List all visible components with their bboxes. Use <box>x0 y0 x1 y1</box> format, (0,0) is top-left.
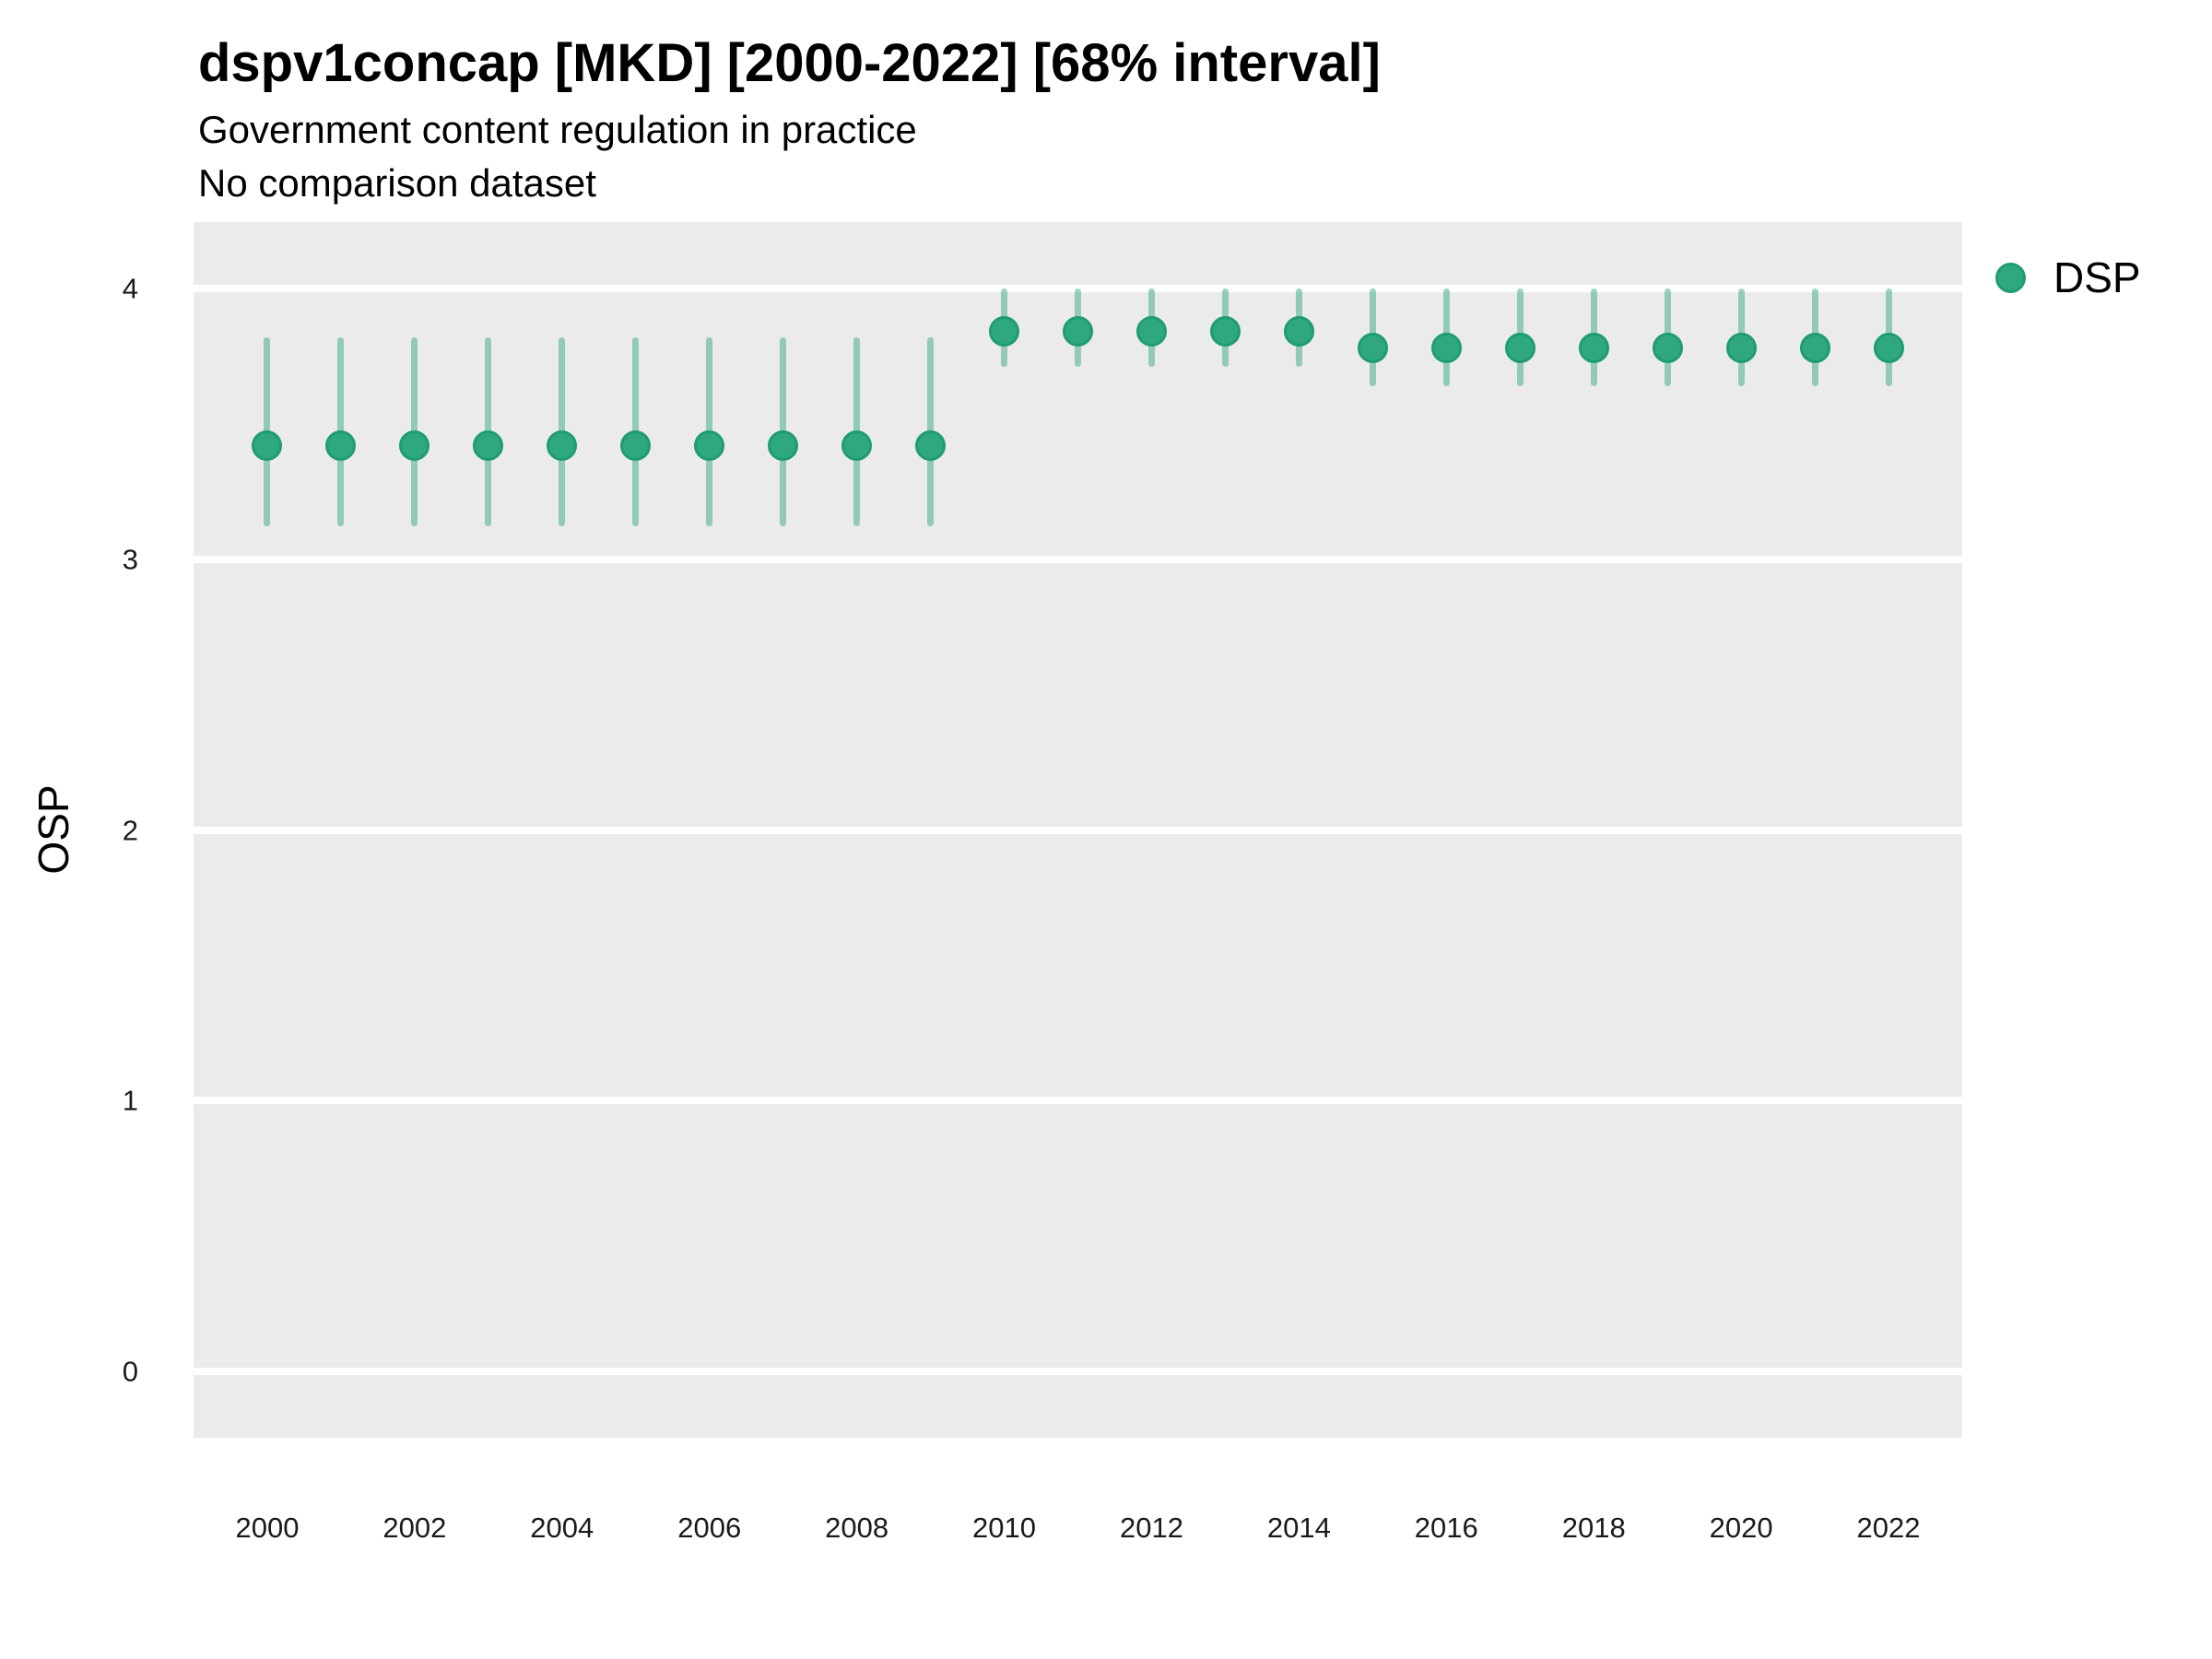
dsp-point-2007 <box>768 429 799 461</box>
gridline-y-2 <box>194 826 1962 834</box>
xtick-label-2018: 2018 <box>1561 1512 1626 1544</box>
dsp-point-2000 <box>252 429 283 461</box>
dsp-point-2010 <box>989 316 1020 347</box>
dsp-point-2005 <box>620 429 652 461</box>
dsp-point-2021 <box>1799 333 1830 364</box>
dsp-point-2022 <box>1873 333 1904 364</box>
dsp-point-2002 <box>399 429 430 461</box>
dsp-point-2013 <box>1209 316 1241 347</box>
xtick-label-2012: 2012 <box>1119 1512 1183 1544</box>
gridline-y-1 <box>194 1097 1962 1105</box>
chart-title: dspv1concap [MKD] [2000-2022] [68% inter… <box>198 33 1381 93</box>
dsp-point-2008 <box>841 429 873 461</box>
legend-dsp-label: DSP <box>2053 253 2141 301</box>
xtick-label-2002: 2002 <box>382 1512 447 1544</box>
dsp-point-2004 <box>547 429 578 461</box>
xtick-label-2006: 2006 <box>677 1512 742 1544</box>
dsp-point-2003 <box>473 429 504 461</box>
dsp-point-2015 <box>1357 333 1388 364</box>
legend: DSP <box>1980 247 2210 308</box>
legend-dsp-swatch-icon <box>1995 263 2026 293</box>
dsp-point-2006 <box>694 429 725 461</box>
xtick-label-2000: 2000 <box>235 1512 300 1544</box>
dsp-point-2020 <box>1725 333 1757 364</box>
dsp-point-2016 <box>1430 333 1462 364</box>
ytick-label-1: 1 <box>122 1084 138 1117</box>
xtick-label-2016: 2016 <box>1414 1512 1478 1544</box>
ytick-label-4: 4 <box>122 272 138 305</box>
dsp-point-2012 <box>1135 316 1167 347</box>
xtick-label-2008: 2008 <box>825 1512 889 1544</box>
gridline-y-4 <box>194 284 1962 292</box>
dsp-point-2017 <box>1504 333 1535 364</box>
ytick-label-3: 3 <box>122 543 138 576</box>
xtick-label-2010: 2010 <box>972 1512 1037 1544</box>
chart-subtitle: Government content regulation in practic… <box>198 108 917 151</box>
xtick-label-2020: 2020 <box>1709 1512 1773 1544</box>
gridline-y-0 <box>194 1368 1962 1376</box>
ytick-label-2: 2 <box>122 814 138 846</box>
gridline-y-3 <box>194 555 1962 563</box>
dsp-point-2014 <box>1283 316 1314 347</box>
chart-subtitle-comparison: No comparison dataset <box>198 161 596 205</box>
xtick-label-2004: 2004 <box>530 1512 594 1544</box>
dsp-point-2009 <box>915 429 947 461</box>
dsp-point-2001 <box>325 429 357 461</box>
xtick-label-2022: 2022 <box>1856 1512 1921 1544</box>
dsp-point-2011 <box>1063 316 1093 347</box>
dsp-point-2018 <box>1578 333 1609 364</box>
plot-panel <box>194 222 1962 1438</box>
ytick-label-0: 0 <box>122 1355 138 1388</box>
dsp-point-2019 <box>1652 333 1683 364</box>
xtick-label-2014: 2014 <box>1266 1512 1331 1544</box>
